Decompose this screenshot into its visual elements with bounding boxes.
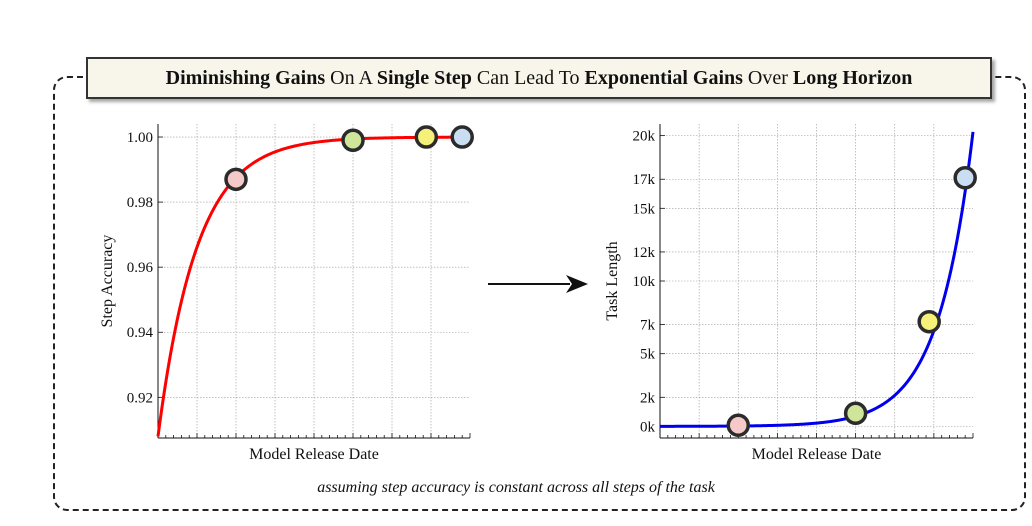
right-arrow-icon <box>488 275 588 293</box>
y-tick-label: 0.96 <box>127 260 154 276</box>
y-tick-label: 7k <box>640 318 656 334</box>
plot-area: 0.92 0.94 0.96 0.98 1.00 Model Release Date St… <box>99 124 474 463</box>
plot-area: 0k 2k 5k 7k 10k 12k 15k 17k 20k Model Release Dat… <box>604 124 977 463</box>
y-tick-label: 20k <box>633 129 656 145</box>
title-text: Diminishing Gains On A Single Step Can L… <box>166 67 913 90</box>
data-point <box>726 413 750 438</box>
title-part: Single Step <box>376 66 472 89</box>
y-tick-label: 0k <box>640 419 656 435</box>
y-tick-label: 5k <box>640 347 656 363</box>
data-point <box>414 125 439 149</box>
caption: assuming step accuracy is constant acros… <box>317 479 715 496</box>
y-tick-label: 12k <box>633 245 656 261</box>
title-part: Over <box>742 66 793 89</box>
title-part: On A <box>325 66 377 89</box>
y-tick-label: 17k <box>633 172 656 188</box>
data-point <box>917 309 941 334</box>
y-tick-label: 10k <box>633 274 656 290</box>
title-part: Diminishing Gains <box>165 66 326 89</box>
data-point <box>224 167 248 192</box>
y-tick-label: 0.92 <box>127 390 153 406</box>
data-point <box>341 128 365 153</box>
title-part: Can Lead To <box>471 66 585 89</box>
y-tick-label: 0.94 <box>127 325 154 341</box>
data-point <box>843 401 868 426</box>
y-axis-label: Step Accuracy <box>99 235 116 328</box>
y-axis-label: Task Length <box>604 241 621 320</box>
data-point <box>450 125 474 149</box>
figure-title: Diminishing Gains On A Single Step Can L… <box>86 57 992 99</box>
y-tick-label: 0.98 <box>127 195 153 211</box>
y-tick-label: 15k <box>633 201 656 217</box>
x-axis-label: Model Release Date <box>249 446 379 463</box>
series-line <box>660 131 975 428</box>
data-point <box>953 166 977 190</box>
y-tick-label: 1.00 <box>127 130 153 146</box>
x-axis-label: Model Release Date <box>752 446 882 463</box>
title-part: Exponential Gains <box>584 66 743 89</box>
title-part: Long Horizon <box>792 66 913 89</box>
y-tick-label: 2k <box>640 390 656 406</box>
